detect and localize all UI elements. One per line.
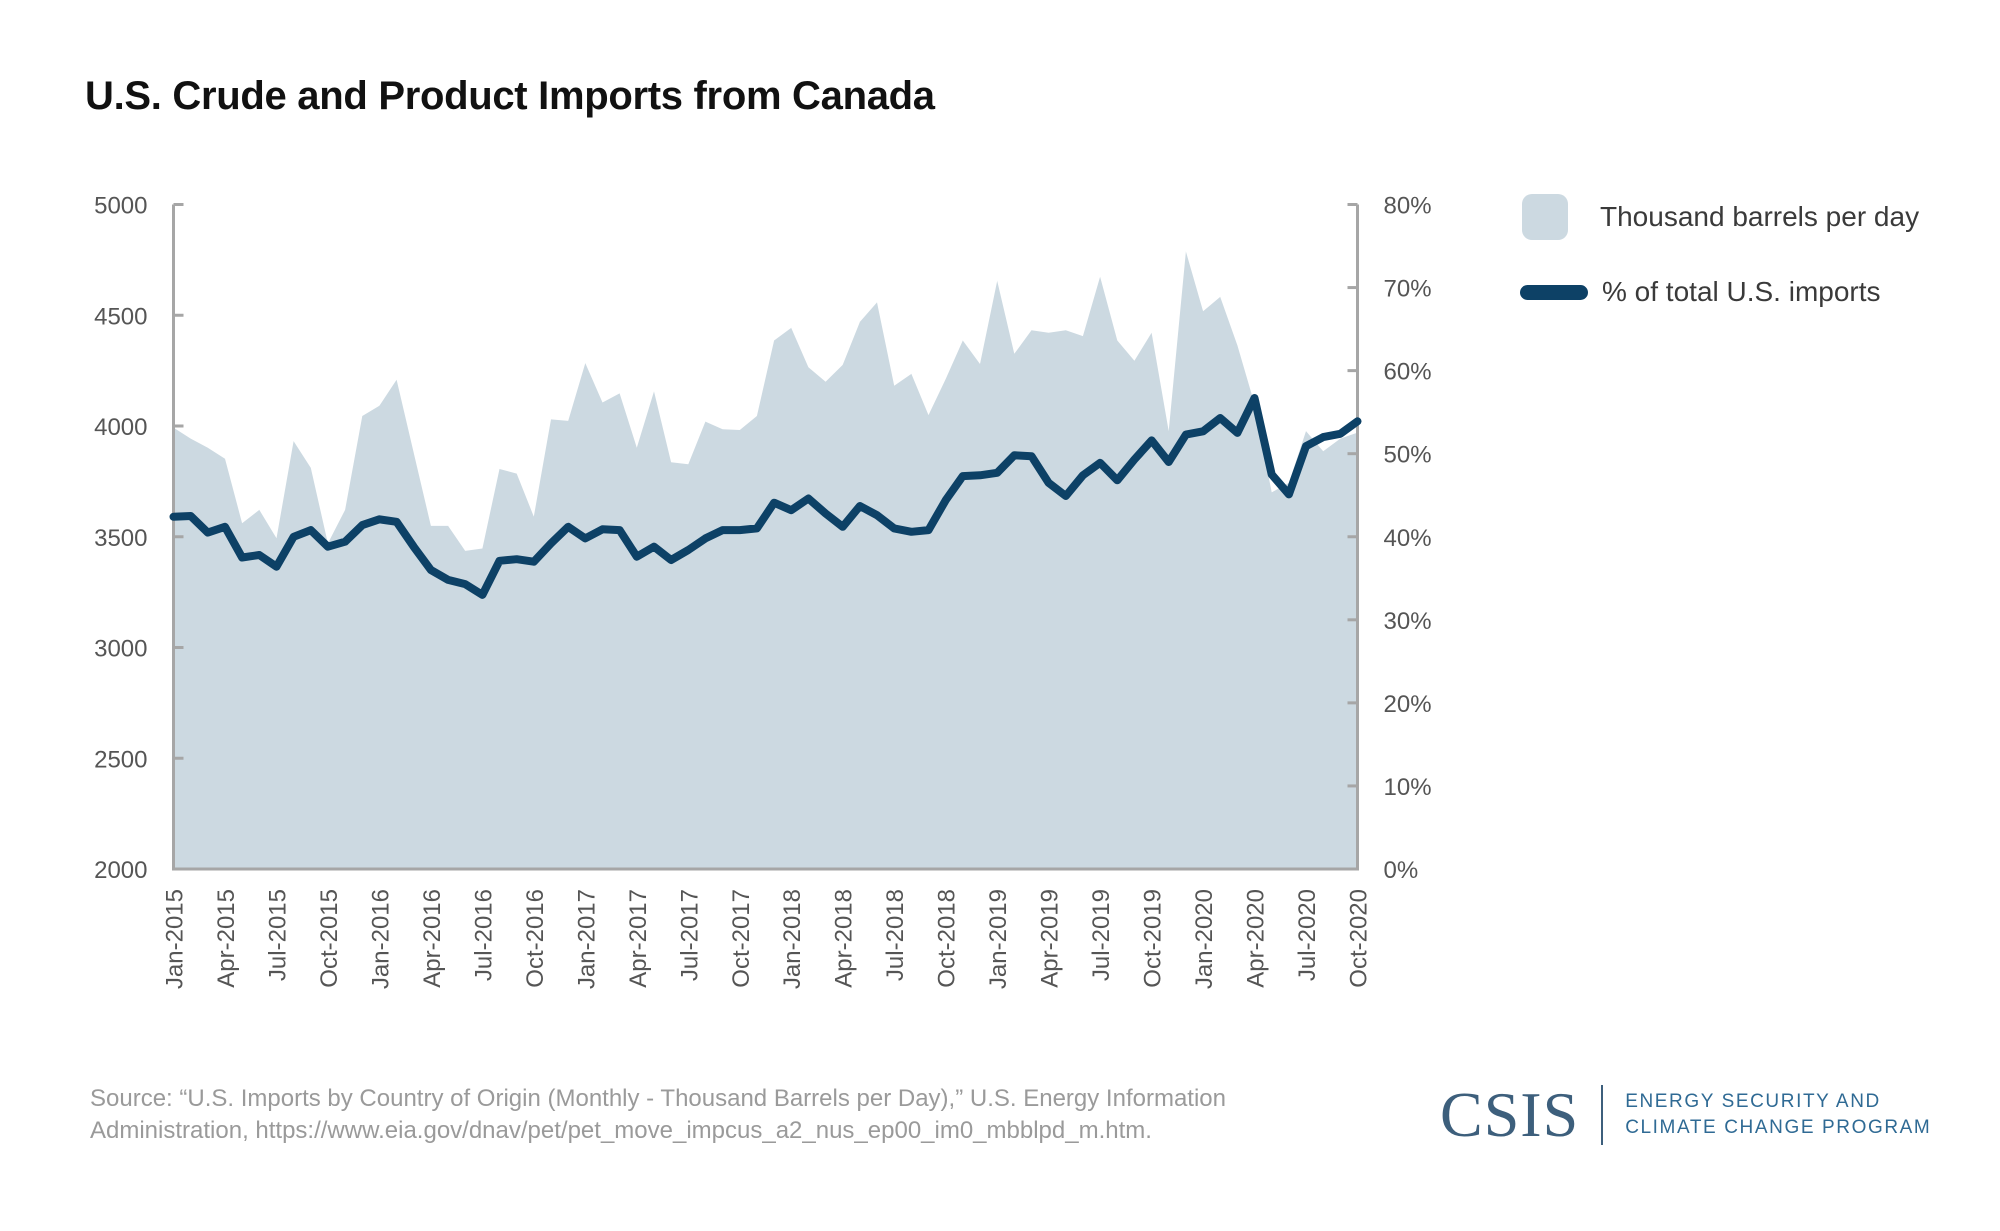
x-tick-label: Oct-2019 (1140, 889, 1167, 988)
x-tick-label: Jul-2018 (882, 889, 909, 981)
left-tick-label: 3000 (94, 636, 147, 663)
chart-title: U.S. Crude and Product Imports from Cana… (85, 74, 935, 118)
x-tick-label: Jul-2017 (676, 889, 703, 981)
area-series-barrels-per-day (173, 251, 1358, 869)
x-tick-label: Oct-2017 (728, 889, 755, 988)
x-tick-label: Oct-2018 (934, 889, 961, 988)
left-tick-label: 3500 (94, 525, 147, 552)
x-tick-label: Jul-2015 (265, 889, 292, 981)
line-series-percent-of-imports (169, 394, 1362, 599)
logo-line-2: CLIMATE CHANGE PROGRAM (1625, 1117, 1932, 1138)
x-tick-label: Apr-2018 (831, 889, 858, 988)
source-line-1: Source: “U.S. Imports by Country of Orig… (90, 1085, 1226, 1112)
left-tick-label: 2000 (94, 857, 147, 884)
left-tick-label: 2500 (94, 746, 147, 773)
left-tick-label: 5000 (94, 193, 147, 220)
labels-layer: 5000 4500 4000 3500 3000 2500 2000 80% 70% 60% 50%… (94, 193, 1431, 990)
logo-program-name: ENERGY SECURITY AND CLIMATE CHANGE PROGR… (1625, 1089, 1931, 1141)
x-tick-label: Jan-2020 (1191, 889, 1218, 989)
legend-label: Thousand barrels per day (1600, 201, 1920, 232)
axes-layer (172, 203, 1359, 871)
right-tick-label: 40% (1384, 525, 1432, 552)
x-tick-label: Oct-2020 (1346, 889, 1373, 988)
x-tick-label: Apr-2016 (419, 889, 446, 988)
right-tick-label: 20% (1384, 691, 1432, 718)
logo-mark: CSIS (1440, 1079, 1580, 1150)
legend-label: % of total U.S. imports (1602, 276, 1881, 307)
x-tick-label: Oct-2016 (522, 889, 549, 988)
right-tick-label: 50% (1384, 442, 1432, 469)
x-tick-label: Jan-2015 (162, 889, 189, 989)
csis-logo: CSIS ENERGY SECURITY AND CLIMATE CHANGE … (1440, 1083, 1931, 1147)
legend-swatch-line-icon (1520, 284, 1588, 300)
right-tick-label: 80% (1384, 193, 1432, 220)
area-layer (173, 251, 1358, 869)
legend: Thousand barrels per day % of total U.S.… (1520, 194, 1920, 345)
x-tick-label: Apr-2020 (1243, 889, 1270, 988)
legend-item-percent: % of total U.S. imports (1520, 270, 1919, 314)
x-tick-label: Jul-2020 (1294, 889, 1321, 981)
x-tick-label: Jan-2017 (573, 889, 600, 989)
legend-swatch-area-icon (1522, 194, 1568, 240)
x-tick-label: Jul-2016 (470, 889, 497, 981)
right-tick-label: 0% (1384, 857, 1419, 884)
source-note: Source: “U.S. Imports by Country of Orig… (90, 1083, 1340, 1147)
legend-item-barrels: Thousand barrels per day (1520, 194, 1920, 240)
x-tick-label: Oct-2015 (316, 889, 343, 988)
left-tick-label: 4000 (94, 414, 147, 441)
x-tick-label: Apr-2017 (625, 889, 652, 988)
x-tick-label: Jan-2018 (779, 889, 806, 989)
right-tick-label: 10% (1384, 774, 1432, 801)
right-tick-label: 60% (1384, 359, 1432, 386)
x-tick-label: Jan-2019 (985, 889, 1012, 989)
x-tick-label: Apr-2015 (213, 889, 240, 988)
x-tick-label: Apr-2019 (1037, 889, 1064, 988)
logo-line-1: ENERGY SECURITY AND (1625, 1091, 1881, 1112)
line-layer (169, 394, 1362, 599)
x-tick-label: Jul-2019 (1088, 889, 1115, 981)
x-tick-label: Jan-2016 (367, 889, 394, 989)
source-line-2: Administration, https://www.eia.gov/dnav… (90, 1117, 1152, 1144)
left-tick-label: 4500 (94, 303, 147, 330)
right-tick-label: 70% (1384, 276, 1432, 303)
right-tick-label: 30% (1384, 608, 1432, 635)
logo-divider (1601, 1085, 1604, 1145)
